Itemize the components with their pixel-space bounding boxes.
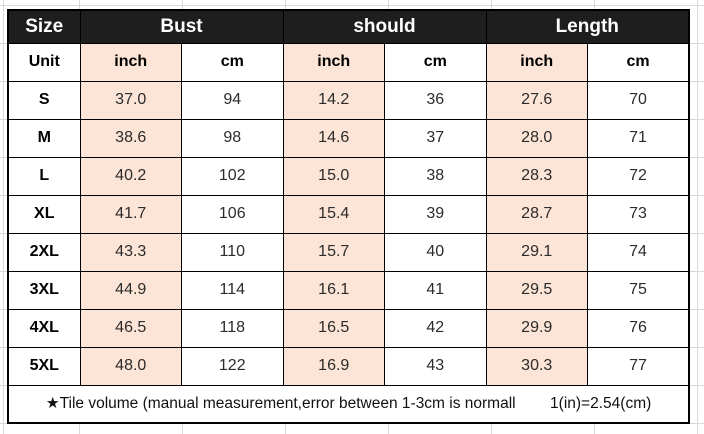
size-chart-table: Size Bust should Length Unit inch cm inc… (7, 9, 690, 424)
table-row: 5XL 48.0 122 16.9 43 30.3 77 (7, 346, 690, 386)
length-cm-value: 73 (587, 194, 690, 234)
length-inch-value: 27.6 (485, 80, 588, 120)
table-row: 3XL 44.9 114 16.1 41 29.5 75 (7, 270, 690, 310)
table-row: L 40.2 102 15.0 38 28.3 72 (7, 156, 690, 196)
table-row: XL 41.7 106 15.4 39 28.7 73 (7, 194, 690, 234)
table-row: 4XL 46.5 118 16.5 42 29.9 76 (7, 308, 690, 348)
bust-cm-value: 94 (181, 80, 284, 120)
column-group-shoulder: should (282, 9, 487, 44)
bust-inch-value: 40.2 (79, 156, 182, 196)
bust-inch-value: 41.7 (79, 194, 182, 234)
shoulder-inch-value: 15.4 (282, 194, 385, 234)
size-label: 3XL (7, 270, 81, 310)
shoulder-cm-value: 42 (384, 308, 487, 348)
shoulder-inch-value: 15.0 (282, 156, 385, 196)
shoulder-cm-value: 41 (384, 270, 487, 310)
size-label: 4XL (7, 308, 81, 348)
unit-length-inch: inch (485, 42, 588, 82)
length-inch-value: 28.0 (485, 118, 588, 158)
table-row: M 38.6 98 14.6 37 28.0 71 (7, 118, 690, 158)
table-row: 2XL 43.3 110 15.7 40 29.1 74 (7, 232, 690, 272)
column-group-bust: Bust (79, 9, 284, 44)
bust-cm-value: 102 (181, 156, 284, 196)
length-inch-value: 29.9 (485, 308, 588, 348)
size-label: S (7, 80, 81, 120)
unit-shoulder-inch: inch (282, 42, 385, 82)
bust-inch-value: 46.5 (79, 308, 182, 348)
size-label: M (7, 118, 81, 158)
bust-cm-value: 122 (181, 346, 284, 386)
bust-inch-value: 38.6 (79, 118, 182, 158)
length-cm-value: 76 (587, 308, 690, 348)
shoulder-cm-value: 38 (384, 156, 487, 196)
shoulder-inch-value: 16.1 (282, 270, 385, 310)
footnote-text: ★Tile volume (manual measurement,error b… (7, 384, 690, 424)
column-group-size: Size (7, 9, 81, 44)
bust-inch-value: 37.0 (79, 80, 182, 120)
length-cm-value: 72 (587, 156, 690, 196)
length-cm-value: 75 (587, 270, 690, 310)
bust-cm-value: 118 (181, 308, 284, 348)
shoulder-cm-value: 39 (384, 194, 487, 234)
unit-label: Unit (7, 42, 81, 82)
shoulder-cm-value: 36 (384, 80, 487, 120)
table-row: S 37.0 94 14.2 36 27.6 70 (7, 80, 690, 120)
length-cm-value: 77 (587, 346, 690, 386)
size-label: XL (7, 194, 81, 234)
shoulder-inch-value: 14.6 (282, 118, 385, 158)
shoulder-inch-value: 15.7 (282, 232, 385, 272)
bust-cm-value: 106 (181, 194, 284, 234)
bust-cm-value: 110 (181, 232, 284, 272)
header-row: Size Bust should Length (7, 9, 690, 44)
size-label: 2XL (7, 232, 81, 272)
bust-inch-value: 43.3 (79, 232, 182, 272)
length-cm-value: 71 (587, 118, 690, 158)
unit-bust-inch: inch (79, 42, 182, 82)
shoulder-inch-value: 14.2 (282, 80, 385, 120)
shoulder-cm-value: 40 (384, 232, 487, 272)
unit-row: Unit inch cm inch cm inch cm (7, 42, 690, 82)
length-inch-value: 29.5 (485, 270, 588, 310)
footnote-row: ★Tile volume (manual measurement,error b… (7, 384, 690, 424)
shoulder-cm-value: 43 (384, 346, 487, 386)
unit-shoulder-cm: cm (384, 42, 487, 82)
length-cm-value: 74 (587, 232, 690, 272)
bust-inch-value: 48.0 (79, 346, 182, 386)
column-group-length: Length (485, 9, 690, 44)
unit-length-cm: cm (587, 42, 690, 82)
shoulder-inch-value: 16.5 (282, 308, 385, 348)
size-label: L (7, 156, 81, 196)
bust-cm-value: 114 (181, 270, 284, 310)
shoulder-cm-value: 37 (384, 118, 487, 158)
length-inch-value: 28.3 (485, 156, 588, 196)
unit-bust-cm: cm (181, 42, 284, 82)
bust-cm-value: 98 (181, 118, 284, 158)
length-inch-value: 29.1 (485, 232, 588, 272)
length-inch-value: 30.3 (485, 346, 588, 386)
size-label: 5XL (7, 346, 81, 386)
shoulder-inch-value: 16.9 (282, 346, 385, 386)
length-cm-value: 70 (587, 80, 690, 120)
length-inch-value: 28.7 (485, 194, 588, 234)
bust-inch-value: 44.9 (79, 270, 182, 310)
